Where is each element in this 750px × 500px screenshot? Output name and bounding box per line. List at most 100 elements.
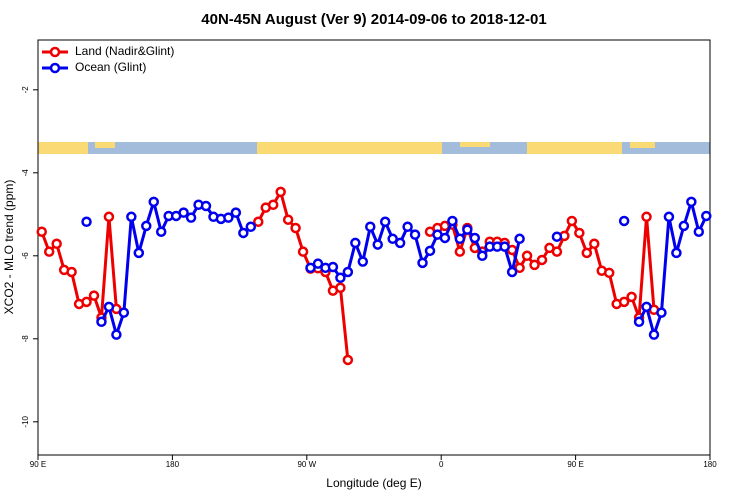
data-point xyxy=(36,226,47,237)
data-point xyxy=(200,200,212,212)
data-point xyxy=(141,220,152,232)
data-point xyxy=(342,354,354,366)
data-point xyxy=(686,196,697,208)
data-point xyxy=(551,246,563,257)
y-tick-label: -10 xyxy=(21,415,30,427)
data-point xyxy=(469,232,481,244)
data-point xyxy=(327,261,339,273)
data-point xyxy=(439,232,451,244)
data-point xyxy=(230,207,242,218)
series-line xyxy=(256,190,350,361)
data-point xyxy=(379,216,391,228)
data-point xyxy=(514,262,525,274)
data-point xyxy=(551,231,563,242)
data-point xyxy=(618,215,630,227)
land-strip xyxy=(95,142,115,148)
data-point xyxy=(111,329,122,340)
data-point xyxy=(589,238,600,250)
data-point xyxy=(275,186,286,198)
x-tick-label: 180 xyxy=(703,460,717,469)
land-strip xyxy=(527,142,622,154)
data-point xyxy=(155,226,167,237)
data-point xyxy=(43,246,55,257)
data-point xyxy=(641,211,652,223)
land-strip xyxy=(38,142,88,154)
land-strip xyxy=(630,142,655,148)
y-tick-label: -6 xyxy=(21,252,30,260)
data-point xyxy=(603,267,615,279)
data-point xyxy=(372,239,383,250)
legend-marker xyxy=(49,46,61,58)
data-point xyxy=(148,196,159,208)
x-tick-label: 180 xyxy=(166,460,180,469)
data-point xyxy=(66,266,77,278)
data-point xyxy=(365,221,376,232)
data-point xyxy=(678,220,690,232)
data-point xyxy=(462,224,473,235)
chart-title: 40N-45N August (Ver 9) 2014-09-06 to 201… xyxy=(201,11,546,28)
data-point xyxy=(96,316,107,328)
data-point xyxy=(409,229,421,240)
data-point xyxy=(245,221,257,232)
x-tick-label: 90 E xyxy=(567,460,583,469)
data-point xyxy=(454,246,466,257)
data-point xyxy=(81,216,92,228)
land-strip xyxy=(460,142,490,147)
land-strip xyxy=(257,142,442,154)
data-point xyxy=(103,211,115,223)
data-point xyxy=(118,307,130,318)
data-point xyxy=(297,246,309,257)
data-point xyxy=(357,256,369,267)
y-tick-label: -2 xyxy=(21,86,30,94)
data-point xyxy=(402,221,413,232)
data-point xyxy=(514,233,525,245)
data-point xyxy=(424,245,436,257)
data-point xyxy=(342,266,354,278)
data-point xyxy=(671,247,682,259)
y-tick-label: -4 xyxy=(21,169,30,177)
series-line xyxy=(637,200,708,337)
data-point xyxy=(454,233,466,245)
data-point xyxy=(648,329,660,340)
data-point xyxy=(185,212,197,223)
data-point xyxy=(701,210,712,222)
data-point xyxy=(581,247,593,259)
data-point xyxy=(350,237,361,249)
data-point xyxy=(477,250,488,262)
data-point xyxy=(506,266,518,278)
data-point xyxy=(312,258,324,269)
data-point xyxy=(238,227,249,239)
data-point xyxy=(633,316,645,328)
data-point xyxy=(499,241,510,252)
legend-label: Land (Nadir&Glint) xyxy=(75,44,174,58)
y-tick-label: -8 xyxy=(21,335,30,343)
data-point xyxy=(536,254,548,266)
legend-marker xyxy=(49,62,61,74)
data-point xyxy=(618,296,630,308)
data-point xyxy=(133,247,145,259)
data-point xyxy=(447,215,458,227)
data-point xyxy=(656,307,667,318)
data-point xyxy=(223,212,234,223)
data-point xyxy=(566,215,578,227)
x-axis-label: Longitude (deg E) xyxy=(326,476,421,490)
legend-label: Ocean (Glint) xyxy=(75,60,146,74)
data-point xyxy=(387,233,398,245)
x-tick-label: 90 E xyxy=(30,460,46,469)
plot-frame xyxy=(37,39,711,456)
data-point xyxy=(51,238,62,250)
data-point xyxy=(335,282,346,294)
data-point xyxy=(282,214,294,225)
data-point xyxy=(417,257,428,269)
x-tick-label: 0 xyxy=(439,460,444,469)
data-point xyxy=(693,226,705,237)
x-tick-label: 90 W xyxy=(297,460,316,469)
data-point xyxy=(663,211,675,223)
data-point xyxy=(253,216,264,228)
data-point xyxy=(267,199,279,211)
data-point xyxy=(335,272,346,284)
data-point xyxy=(574,227,585,239)
data-point xyxy=(305,262,316,274)
data-point xyxy=(394,237,406,249)
